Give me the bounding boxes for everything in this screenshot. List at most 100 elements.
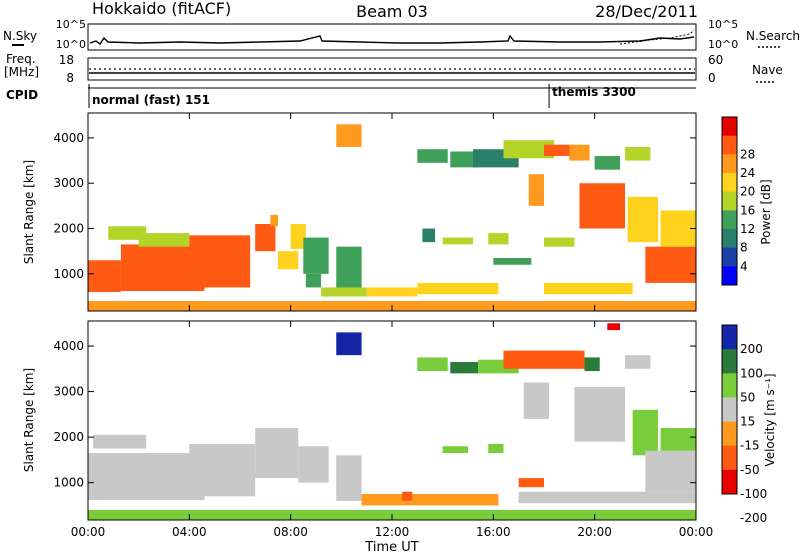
x-tick-label: 04:00 — [172, 525, 207, 539]
noise-panel-frame — [87, 23, 697, 51]
velocity-colorbar-label: Velocity [m s⁻¹] — [763, 373, 777, 466]
time-x-ticks: 00:00 04:00 08:00 12:00 16:00 20:00 00:00 — [71, 113, 714, 539]
scatter-cell — [450, 151, 479, 168]
cpid-label: CPID — [6, 88, 38, 102]
power-y-ticks: 1000 2000 3000 4000 — [53, 131, 696, 281]
x-tick-label: 12:00 — [375, 525, 410, 539]
power-panel: 1000 2000 3000 4000 Slant Range [km] 4 8 12 16… — [22, 112, 773, 312]
scatter-cell — [645, 246, 696, 283]
scatter-cell — [607, 323, 620, 331]
noise-sky-trace — [89, 34, 695, 46]
scatter-cell — [488, 443, 504, 454]
velocity-ylabel: Slant Range [km] — [22, 368, 36, 472]
y-tick-label: 2000 — [53, 430, 84, 444]
colorbar-segment — [722, 373, 737, 398]
colorbar-segment — [722, 421, 737, 447]
colorbar-tick-label: 100 — [740, 366, 763, 380]
noise-right-tick-bottom: 10^0 — [708, 38, 738, 51]
x-tick-label: 00:00 — [679, 525, 714, 539]
scatter-cell — [366, 287, 418, 297]
scatter-cell — [488, 233, 509, 245]
scatter-cell — [270, 214, 278, 227]
colorbar-tick-label: -200 — [740, 511, 767, 525]
colorbar-segment — [722, 397, 737, 423]
colorbar-segment — [722, 247, 737, 267]
colorbar-segment — [722, 173, 737, 193]
scatter-cell — [417, 357, 448, 372]
noise-search-trace — [619, 29, 695, 45]
y-tick-label: 4000 — [53, 131, 84, 145]
colorbar-segment — [722, 117, 737, 137]
time-xlabel: Time UT — [364, 540, 418, 554]
scatter-cell — [303, 237, 329, 274]
scatter-cell — [625, 146, 651, 161]
velocity-panel: 1000 2000 3000 4000 Slant Range [km] 200 100… — [22, 113, 777, 554]
scatter-cell — [417, 149, 448, 163]
beam-title: Beam 03 — [356, 2, 428, 21]
colorbar-tick-label: 15 — [740, 415, 755, 429]
noise-right-label: N.Search — [746, 29, 800, 43]
noise-left-tick-bottom: 10^0 — [56, 38, 86, 51]
x-tick-label: 16:00 — [476, 525, 511, 539]
date-title: 28/Dec/2011 — [595, 2, 698, 21]
noise-right-tick-top: 10^5 — [708, 18, 738, 31]
nave-tick-bottom: 0 — [708, 71, 716, 85]
colorbar-segment — [722, 325, 737, 350]
scatter-cell — [493, 257, 532, 265]
colorbar-frame — [721, 324, 738, 495]
scatter-cell — [336, 124, 362, 147]
nave-label: Nave — [752, 63, 783, 77]
colorbar-segment — [722, 191, 737, 211]
power-cells — [88, 124, 696, 311]
y-tick-label: 3000 — [53, 176, 84, 190]
scatter-cell — [645, 450, 696, 492]
scatter-cell — [422, 228, 436, 243]
freq-label-2: [MHz] — [4, 65, 39, 79]
scatter-cell — [278, 251, 299, 270]
y-tick-label: 1000 — [53, 476, 84, 490]
scatter-cell — [442, 237, 474, 245]
x-tick-label: 08:00 — [273, 525, 308, 539]
scatter-cell — [417, 282, 499, 295]
colorbar-segment — [722, 445, 737, 471]
colorbar-segment — [722, 210, 737, 230]
scatter-cell — [579, 183, 626, 229]
radar-title: Hokkaido (fitACF) — [92, 0, 231, 18]
scatter-cell — [544, 282, 633, 295]
scatter-cell — [594, 156, 620, 170]
scatter-cell — [88, 453, 205, 500]
scatter-cell — [518, 491, 696, 504]
scatter-cell — [108, 226, 147, 240]
scatter-cell — [574, 387, 626, 442]
scatter-cell — [255, 428, 299, 479]
scatter-cell — [138, 233, 190, 247]
scatter-cell — [255, 224, 276, 252]
scatter-cell — [442, 446, 468, 454]
y-tick-label: 4000 — [53, 339, 84, 353]
velocity-cells — [88, 323, 696, 520]
freq-panel: Freq. [MHz] 18 8 60 0 Nave — [4, 52, 783, 85]
freq-label-1: Freq. — [6, 52, 36, 66]
colorbar-segment — [722, 469, 737, 495]
scatter-cell — [450, 361, 479, 374]
scatter-cell — [544, 144, 575, 157]
scatter-cell — [660, 428, 696, 451]
scatter-cell — [305, 273, 322, 288]
y-tick-label: 1000 — [53, 267, 84, 281]
velocity-colorbar: 200 100 50 15 -15 -50 -100 -200 — [721, 324, 767, 525]
scatter-cell — [503, 350, 585, 369]
colorbar-tick-label: -100 — [740, 487, 767, 501]
nave-tick-top: 60 — [708, 53, 723, 67]
colorbar-segment — [722, 349, 737, 374]
scatter-cell — [88, 260, 121, 292]
scatter-cell — [336, 455, 362, 501]
x-tick-label: 20:00 — [577, 525, 612, 539]
x-tick-label: 00:00 — [71, 525, 106, 539]
scatter-cell — [632, 409, 658, 456]
scatter-cell — [189, 443, 256, 497]
power-colorbar: 4 8 12 16 20 24 28 — [721, 116, 755, 286]
colorbar-tick-label: 28 — [740, 147, 755, 161]
colorbar-tick-label: -50 — [740, 463, 760, 477]
power-ylabel: Slant Range [km] — [22, 160, 36, 264]
